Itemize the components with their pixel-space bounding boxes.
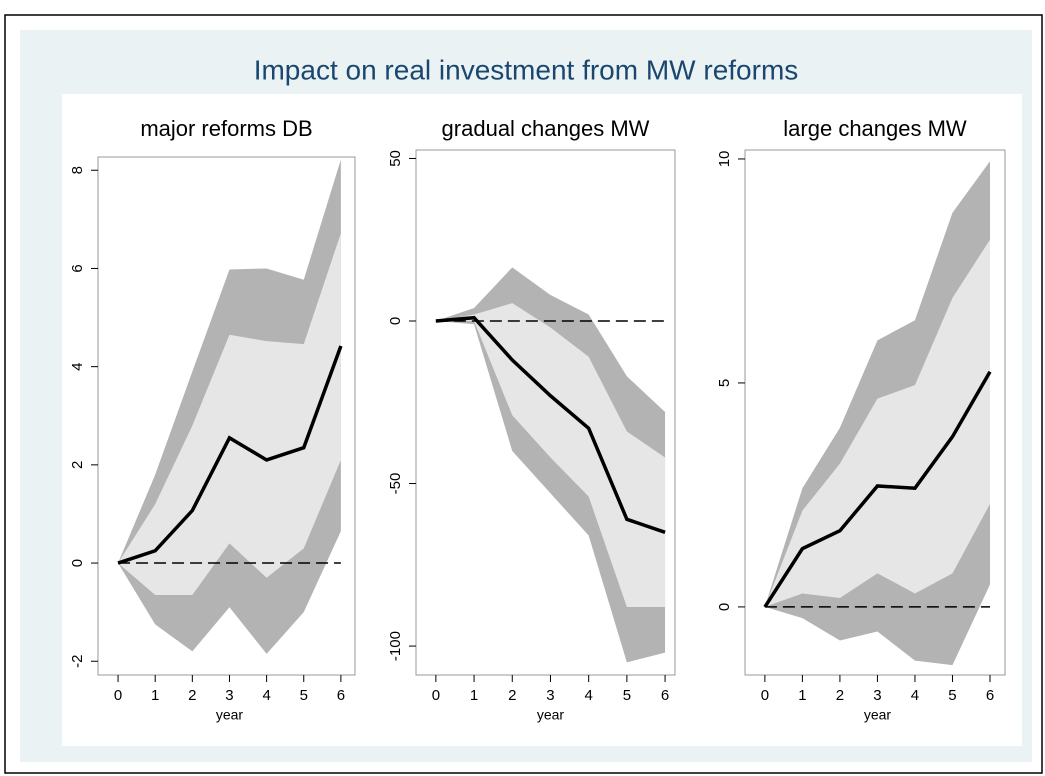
y-tick-label: 4 [69,362,86,370]
x-tick-label: 4 [911,687,919,704]
y-tick-label: 6 [69,264,86,272]
y-tick-label: 0 [69,559,86,567]
x-tick-label: 5 [948,687,956,704]
y-tick-label: 8 [69,166,86,174]
x-tick-label: 1 [470,687,478,704]
x-tick-label: 5 [623,687,631,704]
x-tick-label: 3 [873,687,881,704]
x-axis-label: year [537,707,565,723]
y-tick-label: 5 [716,379,733,387]
estimate-line [117,345,343,565]
x-tick-label: 3 [546,687,554,704]
x-tick-label: 3 [225,687,233,704]
panel-title: major reforms DB [140,116,312,141]
x-tick-label: 6 [661,687,669,704]
x-tick-label: 0 [761,687,769,704]
x-tick-label: 2 [508,687,516,704]
x-tick-label: 0 [114,687,122,704]
x-tick-label: 4 [262,687,270,704]
panel-title: gradual changes MW [442,116,650,141]
x-axis-label: year [864,707,892,723]
estimate-line [435,315,666,534]
x-axis-label: year [216,707,244,723]
y-tick-label: -2 [69,655,86,668]
x-tick-label: 1 [798,687,806,704]
y-tick-label: -100 [387,631,404,661]
y-tick-label: 2 [69,461,86,469]
x-tick-label: 2 [188,687,196,704]
x-tick-label: 0 [432,687,440,704]
x-tick-label: 1 [151,687,159,704]
y-tick-label: 0 [387,317,404,325]
y-tick-label: 50 [387,150,404,167]
y-tick-label: 10 [716,151,733,168]
x-tick-label: 6 [986,687,994,704]
estimate-line [763,370,992,608]
main-title: Impact on real investment from MW reform… [254,54,799,85]
y-tick-label: -50 [387,473,404,495]
confidence-band [435,303,666,608]
x-tick-label: 4 [584,687,592,704]
panel-title: large changes MW [783,116,967,141]
confidence-band [764,239,990,607]
x-tick-label: 6 [337,687,345,704]
x-tick-label: 5 [300,687,308,704]
confidence-band [118,233,341,595]
x-tick-label: 2 [836,687,844,704]
y-tick-label: 0 [716,603,733,611]
